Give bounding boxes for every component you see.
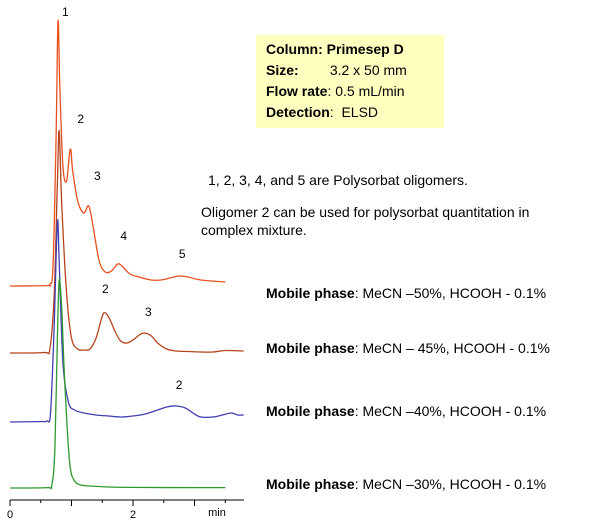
x-axis-label: min <box>208 507 226 519</box>
note-complex-mixture: complex mixture. <box>201 222 307 238</box>
trace-series-4 <box>9 278 226 490</box>
flow-rate-label: Flow rate <box>266 83 328 99</box>
method-info-box: Column: Primesep D Size: 3.2 x 50 mm Flo… <box>256 35 444 128</box>
detection-label: Detection <box>266 104 330 120</box>
mobile-phase-label: Mobile phase <box>266 285 355 301</box>
flow-rate-row: Flow rate: 0.5 mL/min <box>266 83 405 99</box>
peak-label: 2 <box>77 112 84 126</box>
peak-label: 3 <box>94 169 101 183</box>
mobile-phase-1: Mobile phase: MeCN –50%, HCOOH - 0.1% <box>266 285 547 301</box>
flow-rate-value: 0.5 mL/min <box>335 83 405 99</box>
x-axis: 0 2 min <box>7 499 244 521</box>
size-label: Size: <box>266 62 299 78</box>
size-value: 3.2 x 50 mm <box>329 62 407 78</box>
mobile-phase-3-value: MeCN –40%, HCOOH - 0.1% <box>362 403 547 419</box>
column-value: Primesep D <box>326 41 404 57</box>
peak-label: 3 <box>145 305 152 319</box>
detection-row: Detection: ELSD <box>266 104 379 120</box>
note-quantitation: Oligomer 2 can be used for polysorbat qu… <box>201 204 530 220</box>
mobile-phase-2-value: MeCN – 45%, HCOOH - 0.1% <box>362 340 550 356</box>
chromatogram-traces <box>9 19 244 490</box>
mobile-phase-2: Mobile phase: MeCN – 45%, HCOOH - 0.1% <box>266 340 550 356</box>
peak-labels: 1 2 3 4 5 2 3 2 <box>62 5 186 392</box>
mobile-phase-4-value: MeCN –30%, HCOOH - 0.1% <box>362 476 547 492</box>
mobile-phase-label: Mobile phase <box>266 403 355 419</box>
column-row: Column: Primesep D <box>266 41 404 57</box>
x-tick-label: 2 <box>130 509 136 521</box>
peak-label: 2 <box>176 378 183 392</box>
note-oligomers: 1, 2, 3, 4, and 5 are Polysorbat oligome… <box>208 172 468 188</box>
peak-label: 5 <box>179 247 186 261</box>
mobile-phase-3: Mobile phase: MeCN –40%, HCOOH - 0.1% <box>266 403 547 419</box>
trace-series-3 <box>9 219 244 423</box>
mobile-phase-4: Mobile phase: MeCN –30%, HCOOH - 0.1% <box>266 476 547 492</box>
mobile-phase-label: Mobile phase <box>266 340 355 356</box>
trace-series-2 <box>9 130 244 355</box>
x-tick-label: 0 <box>7 509 13 521</box>
peak-label: 1 <box>62 5 69 19</box>
column-label: Column <box>266 41 319 57</box>
mobile-phase-1-value: MeCN –50%, HCOOH - 0.1% <box>362 285 547 301</box>
detection-value: ELSD <box>341 104 379 120</box>
mobile-phase-label: Mobile phase <box>266 476 355 492</box>
peak-label: 4 <box>120 229 127 243</box>
peak-label: 2 <box>102 282 109 296</box>
trace-series-1 <box>9 19 226 287</box>
size-row: Size: 3.2 x 50 mm <box>266 60 434 81</box>
